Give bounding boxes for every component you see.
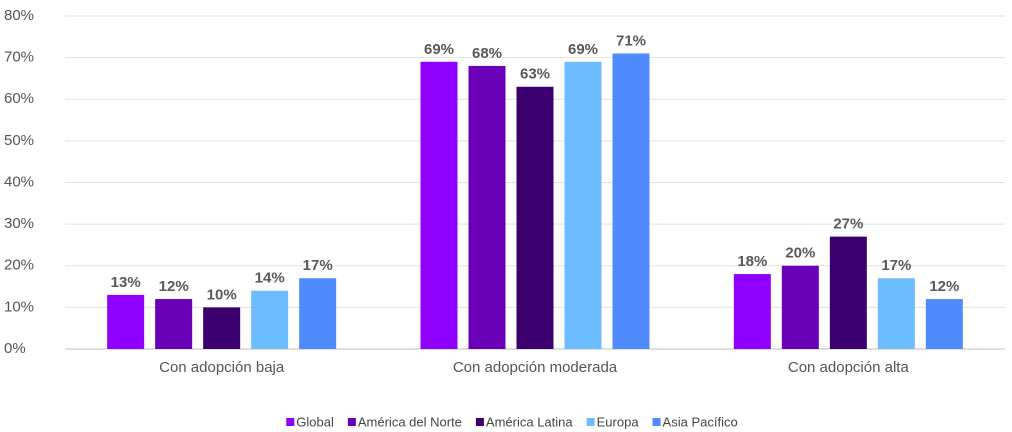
legend-label: América Latina (486, 414, 573, 429)
y-tick-label: 40% (4, 173, 34, 190)
x-tick-label: Con adopción baja (159, 359, 285, 376)
bar (107, 294, 145, 349)
y-tick-label: 50% (4, 132, 34, 149)
bar (516, 86, 554, 349)
value-label: 69% (568, 41, 598, 58)
legend-swatch (652, 418, 661, 426)
y-tick-label: 20% (4, 257, 34, 274)
value-label: 12% (929, 278, 959, 295)
bar (781, 265, 819, 349)
bar (420, 61, 458, 349)
y-tick-label: 10% (4, 298, 34, 315)
bar (877, 278, 915, 349)
value-label: 13% (111, 274, 141, 291)
x-tick-label: Con adopción alta (788, 359, 910, 376)
value-label: 10% (207, 286, 237, 303)
value-label: 12% (159, 278, 189, 295)
y-tick-label: 60% (4, 90, 34, 107)
y-tick-label: 80% (4, 7, 34, 24)
bar (155, 299, 193, 349)
value-label: 27% (833, 216, 863, 233)
bar (299, 278, 337, 349)
legend-swatch (475, 418, 484, 426)
x-tick-label: Con adopción moderada (453, 359, 618, 376)
value-label: 14% (255, 270, 285, 287)
value-label: 20% (785, 245, 815, 262)
bar (468, 65, 506, 349)
value-label: 17% (303, 257, 333, 274)
value-label: 63% (520, 66, 550, 83)
value-label: 71% (616, 32, 646, 49)
legend-swatch (286, 418, 295, 426)
legend-swatch (586, 418, 595, 426)
bar (925, 299, 963, 349)
bar (251, 290, 289, 349)
value-label: 17% (881, 257, 911, 274)
value-label: 18% (737, 253, 767, 270)
legend-label: Europa (597, 414, 640, 429)
legend-swatch (347, 418, 356, 426)
bar (203, 307, 241, 349)
y-tick-label: 70% (4, 49, 34, 66)
value-label: 69% (424, 41, 454, 58)
legend: Global América del Norte América Latina Eur… (286, 414, 738, 429)
bar (564, 61, 602, 349)
legend-label: Asia Pacífico (663, 414, 738, 429)
bar (829, 236, 867, 349)
bar (733, 274, 771, 349)
bar (612, 53, 650, 350)
y-tick-label: 30% (4, 215, 34, 232)
y-tick-label: 0% (4, 340, 26, 357)
legend-label: Global (296, 414, 334, 429)
value-label: 68% (472, 45, 502, 62)
legend-label: América del Norte (358, 414, 462, 429)
